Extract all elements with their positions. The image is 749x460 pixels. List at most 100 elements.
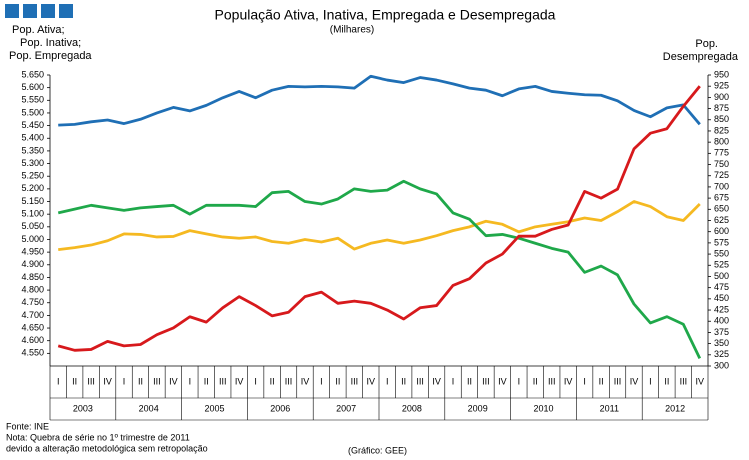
y2-tick-label: 350 [714, 338, 729, 348]
x-tick-label: II [204, 376, 209, 386]
x-group-label: 2008 [402, 403, 422, 413]
y2-tick-label: 450 [714, 293, 729, 303]
x-tick-label: IV [301, 376, 310, 386]
y-tick-label: 5.200 [21, 183, 44, 193]
y2-tick-label: 675 [714, 192, 729, 202]
legend-label: Pop. Empregada [9, 50, 92, 62]
y-tick-label: 5.650 [21, 69, 44, 79]
series-line [58, 200, 701, 251]
legend-deco [41, 4, 55, 18]
y-tick-label: 5.450 [21, 120, 44, 130]
chart-subtitle: (Milhares) [330, 25, 374, 36]
credit: (Gráfico: GEE) [348, 445, 407, 455]
y2-tick-label: 525 [714, 260, 729, 270]
x-tick-label: III [285, 376, 293, 386]
x-tick-label: IV [432, 376, 441, 386]
y2-tick-label: 825 [714, 125, 729, 135]
y2-tick-label: 575 [714, 237, 729, 247]
x-tick-label: IV [367, 376, 376, 386]
x-tick-label: III [351, 376, 359, 386]
y2-axis-label: Desempregada [663, 51, 739, 63]
series-line [57, 85, 701, 352]
legend-deco [59, 4, 73, 18]
y2-tick-label: 600 [714, 226, 729, 236]
y2-tick-label: 775 [714, 148, 729, 158]
x-tick-label: III [416, 376, 424, 386]
y2-tick-label: 400 [714, 316, 729, 326]
y-tick-label: 5.600 [21, 82, 44, 92]
x-tick-label: II [467, 376, 472, 386]
y-tick-label: 5.050 [21, 221, 44, 231]
y2-tick-label: 650 [714, 204, 729, 214]
x-tick-label: II [72, 376, 77, 386]
x-tick-label: III [219, 376, 227, 386]
y2-axis-label: Pop. [695, 38, 718, 50]
y2-tick-label: 700 [714, 181, 729, 191]
x-tick-label: II [533, 376, 538, 386]
x-tick-label: III [680, 376, 688, 386]
legend-deco [5, 4, 19, 18]
y-tick-label: 4.550 [21, 348, 44, 358]
y2-tick-label: 325 [714, 349, 729, 359]
y2-tick-label: 500 [714, 271, 729, 281]
x-group-label: 2010 [533, 403, 553, 413]
y-tick-label: 4.900 [21, 259, 44, 269]
y2-tick-label: 300 [714, 360, 729, 370]
x-tick-label: I [649, 376, 652, 386]
x-group-label: 2009 [468, 403, 488, 413]
y-tick-label: 4.650 [21, 322, 44, 332]
x-group-label: 2004 [139, 403, 159, 413]
x-tick-label: III [548, 376, 556, 386]
y2-tick-label: 800 [714, 137, 729, 147]
y-tick-label: 5.350 [21, 145, 44, 155]
x-tick-label: I [123, 376, 126, 386]
x-tick-label: IV [564, 376, 573, 386]
y-tick-label: 4.750 [21, 297, 44, 307]
x-tick-label: II [270, 376, 275, 386]
y-tick-label: 5.150 [21, 196, 44, 206]
y-tick-label: 5.550 [21, 95, 44, 105]
y2-tick-label: 850 [714, 114, 729, 124]
y2-tick-label: 550 [714, 248, 729, 258]
chart-title: População Ativa, Inativa, Empregada e De… [215, 7, 556, 23]
x-tick-label: IV [235, 376, 244, 386]
y2-tick-label: 750 [714, 159, 729, 169]
y2-tick-label: 925 [714, 81, 729, 91]
x-tick-label: III [614, 376, 622, 386]
x-group-label: 2006 [270, 403, 290, 413]
y-tick-label: 4.850 [21, 272, 44, 282]
x-tick-label: III [87, 376, 95, 386]
x-tick-label: IV [696, 376, 705, 386]
y2-tick-label: 950 [714, 69, 729, 79]
x-tick-label: I [189, 376, 192, 386]
x-group-label: 2007 [336, 403, 356, 413]
y-tick-label: 4.950 [21, 247, 44, 257]
x-tick-label: I [57, 376, 60, 386]
x-group-label: 2005 [204, 403, 224, 413]
y-tick-label: 5.500 [21, 107, 44, 117]
legend-deco [23, 4, 37, 18]
x-tick-label: III [482, 376, 490, 386]
x-tick-label: IV [103, 376, 112, 386]
series-line [58, 74, 701, 127]
x-tick-label: II [599, 376, 604, 386]
x-group-label: 2011 [600, 403, 619, 413]
x-tick-label: II [664, 376, 669, 386]
footnote: Nota: Quebra de série no 1º trimestre de… [6, 432, 190, 442]
y2-tick-label: 875 [714, 103, 729, 113]
y-tick-label: 5.100 [21, 209, 44, 219]
x-group-label: 2003 [73, 403, 93, 413]
y-tick-label: 5.000 [21, 234, 44, 244]
footnote: Fonte: INE [6, 421, 49, 431]
x-tick-label: IV [169, 376, 178, 386]
x-tick-label: I [386, 376, 389, 386]
x-tick-label: I [320, 376, 323, 386]
x-tick-label: II [401, 376, 406, 386]
y2-tick-label: 900 [714, 92, 729, 102]
series-line [57, 179, 702, 360]
footnote: devido a alteração metodológica sem retr… [6, 443, 208, 453]
x-tick-label: IV [630, 376, 639, 386]
legend-label: Pop. Ativa; [12, 24, 65, 36]
legend-label: Pop. Inativa; [20, 37, 81, 49]
y-tick-label: 5.250 [21, 171, 44, 181]
